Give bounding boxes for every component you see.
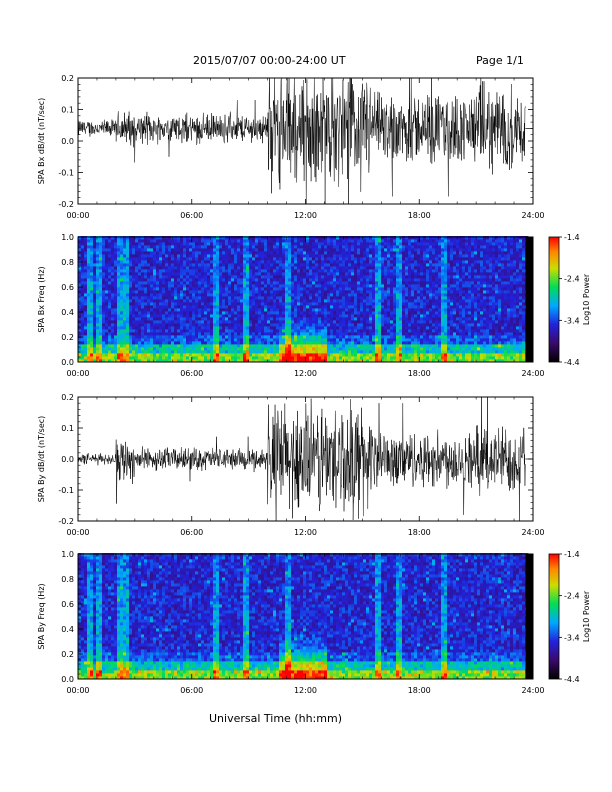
y-tick-label: 0.0 [61, 137, 74, 146]
page-number: Page 1/1 [476, 54, 524, 67]
spectrogram-cells [78, 236, 529, 363]
y-tick-label: 0.8 [61, 258, 74, 267]
y-tick-label: 0.2 [61, 74, 74, 83]
y-axis-label: SPA Bx dB/dt (nT/sec) [37, 98, 46, 185]
y-tick-label: 0.2 [61, 393, 74, 402]
x-tick-label: 24:00 [521, 686, 544, 695]
y-axis-label: SPA By Freq (Hz) [37, 583, 46, 649]
y-tick-label: -0.1 [58, 169, 74, 178]
y-axis-label: SPA By dB/dt (nT/sec) [37, 416, 46, 503]
x-tick-label: 12:00 [294, 211, 317, 220]
colorbar [548, 553, 560, 680]
colorbar-label: Log10 Power [582, 273, 591, 325]
chart-panel-2: -1.4 -2.4 -3.4 -4.4 Log10 Power 0.0 0.2 0.4 0.6 0… [37, 233, 591, 378]
x-tick-label: 12:00 [294, 686, 317, 695]
x-tick-label: 06:00 [180, 369, 203, 378]
x-tick-label: 06:00 [180, 211, 203, 220]
waveform-trace [77, 77, 526, 205]
colorbar-tick-label: -2.4 [564, 275, 580, 284]
y-tick-label: 0.4 [61, 308, 74, 317]
x-tick-label: 00:00 [66, 528, 89, 537]
colorbar-tick-label: -3.4 [564, 316, 580, 325]
colorbar [548, 236, 560, 363]
y-tick-label: 0.2 [61, 333, 74, 342]
y-tick-label: 0.4 [61, 625, 74, 634]
y-tick-label: 0.2 [61, 650, 74, 659]
no-data-region [525, 554, 533, 679]
x-tick-label: 18:00 [408, 686, 431, 695]
colorbar-tick-label: -1.4 [564, 550, 580, 559]
x-tick-label: 18:00 [408, 369, 431, 378]
x-tick-label: 18:00 [408, 528, 431, 537]
y-tick-label: 0.0 [61, 675, 74, 684]
x-tick-label: 00:00 [66, 369, 89, 378]
x-axis-label: Universal Time (hh:mm) [209, 712, 342, 725]
x-tick-label: 12:00 [294, 528, 317, 537]
plot-area [78, 78, 533, 204]
y-tick-label: -0.2 [58, 200, 74, 209]
x-tick-label: 24:00 [521, 528, 544, 537]
colorbar-tick-label: -1.4 [564, 233, 580, 242]
y-tick-label: 0.6 [61, 283, 74, 292]
waveform-trace [77, 396, 526, 522]
y-tick-label: 0.1 [61, 106, 74, 115]
x-tick-label: 24:00 [521, 211, 544, 220]
spectrogram-cells [78, 553, 529, 680]
y-tick-label: 0.0 [61, 358, 74, 367]
chart-panel-3: -0.2 -0.1 0.0 0.1 0.2 00:00 06:00 12:00 18:00 24:… [37, 393, 545, 537]
y-tick-label: 0.1 [61, 424, 74, 433]
x-tick-label: 18:00 [408, 211, 431, 220]
y-tick-label: 1.0 [61, 550, 74, 559]
x-tick-label: 24:00 [521, 369, 544, 378]
colorbar-tick-label: -3.4 [564, 633, 580, 642]
colorbar-tick-label: -4.4 [564, 675, 580, 684]
chart-panel-1: -0.2 -0.1 0.0 0.1 0.2 00:00 06:00 12:00 18:00 24:… [37, 74, 545, 220]
colorbar-label: Log10 Power [582, 590, 591, 642]
y-tick-label: 0.6 [61, 600, 74, 609]
x-tick-label: 06:00 [180, 528, 203, 537]
y-axis-label: SPA Bx Freq (Hz) [37, 266, 46, 332]
x-tick-label: 00:00 [66, 686, 89, 695]
colorbar-tick-label: -2.4 [564, 592, 580, 601]
colorbar-tick-label: -4.4 [564, 358, 580, 367]
page-title: 2015/07/07 00:00-24:00 UT [193, 54, 346, 67]
chart-panel-4: -1.4 -2.4 -3.4 -4.4 Log10 Power 0.0 0.2 0.4 0.6 0… [37, 550, 591, 695]
y-tick-label: -0.1 [58, 486, 74, 495]
x-tick-label: 12:00 [294, 369, 317, 378]
y-tick-label: 0.0 [61, 455, 74, 464]
y-tick-label: -0.2 [58, 517, 74, 526]
y-tick-label: 0.8 [61, 575, 74, 584]
x-tick-label: 00:00 [66, 211, 89, 220]
no-data-region [525, 237, 533, 362]
x-tick-label: 06:00 [180, 686, 203, 695]
y-tick-label: 1.0 [61, 233, 74, 242]
